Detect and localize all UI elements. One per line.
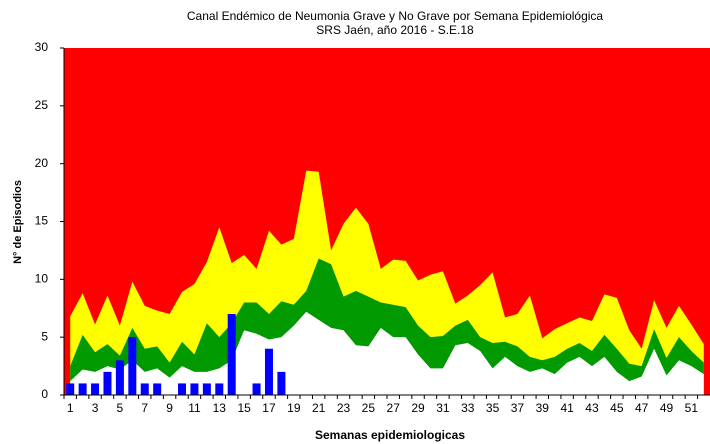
bar — [103, 371, 112, 395]
x-tick-label: 1 — [67, 401, 74, 415]
chart-title: Canal Endémico de Neumonia Grave y No Gr… — [187, 9, 604, 23]
bar — [277, 371, 286, 395]
bar — [190, 383, 199, 395]
y-tick-label: 10 — [35, 272, 49, 286]
x-tick-label: 25 — [362, 401, 376, 415]
x-tick-label: 15 — [237, 401, 251, 415]
y-tick-label: 25 — [35, 98, 49, 112]
x-tick-label: 7 — [141, 401, 148, 415]
x-tick-label: 51 — [685, 401, 699, 415]
x-tick-label: 41 — [560, 401, 574, 415]
x-tick-label: 37 — [511, 401, 525, 415]
x-tick-label: 29 — [411, 401, 425, 415]
bar — [140, 383, 149, 395]
bar — [264, 348, 273, 395]
x-tick-label: 33 — [461, 401, 475, 415]
bar — [202, 383, 211, 395]
bar — [252, 383, 261, 395]
x-tick-label: 27 — [387, 401, 401, 415]
x-tick-label: 11 — [188, 401, 201, 415]
y-tick-label: 30 — [35, 40, 49, 54]
x-tick-label: 49 — [660, 401, 674, 415]
bar — [128, 337, 137, 395]
x-tick-label: 17 — [262, 401, 276, 415]
y-axis-label: N° de Episodios — [12, 180, 24, 264]
y-tick-label: 20 — [35, 156, 49, 170]
x-axis-label: Semanas epidemiologicas — [315, 428, 465, 442]
x-tick-label: 19 — [287, 401, 301, 415]
x-tick-label: 3 — [92, 401, 99, 415]
x-tick-label: 35 — [486, 401, 500, 415]
x-tick-label: 21 — [312, 401, 326, 415]
x-tick-label: 23 — [337, 401, 351, 415]
y-tick-label: 0 — [41, 387, 48, 401]
x-tick-label: 43 — [585, 401, 599, 415]
bar — [227, 314, 236, 395]
x-tick-label: 9 — [166, 401, 173, 415]
x-tick-label: 31 — [436, 401, 450, 415]
bar — [66, 383, 75, 395]
bar — [215, 383, 224, 395]
bar — [178, 383, 187, 395]
y-tick-label: 5 — [41, 329, 48, 343]
y-tick-label: 15 — [35, 214, 49, 228]
chart-subtitle: SRS Jaén, año 2016 - S.E.18 — [316, 23, 474, 37]
x-tick-label: 13 — [213, 401, 227, 415]
bar — [78, 383, 87, 395]
x-tick-label: 5 — [117, 401, 124, 415]
x-tick-label: 39 — [536, 401, 550, 415]
bar — [91, 383, 100, 395]
x-tick-label: 45 — [610, 401, 624, 415]
x-tick-label: 47 — [635, 401, 649, 415]
bar — [153, 383, 162, 395]
bar — [115, 360, 124, 395]
